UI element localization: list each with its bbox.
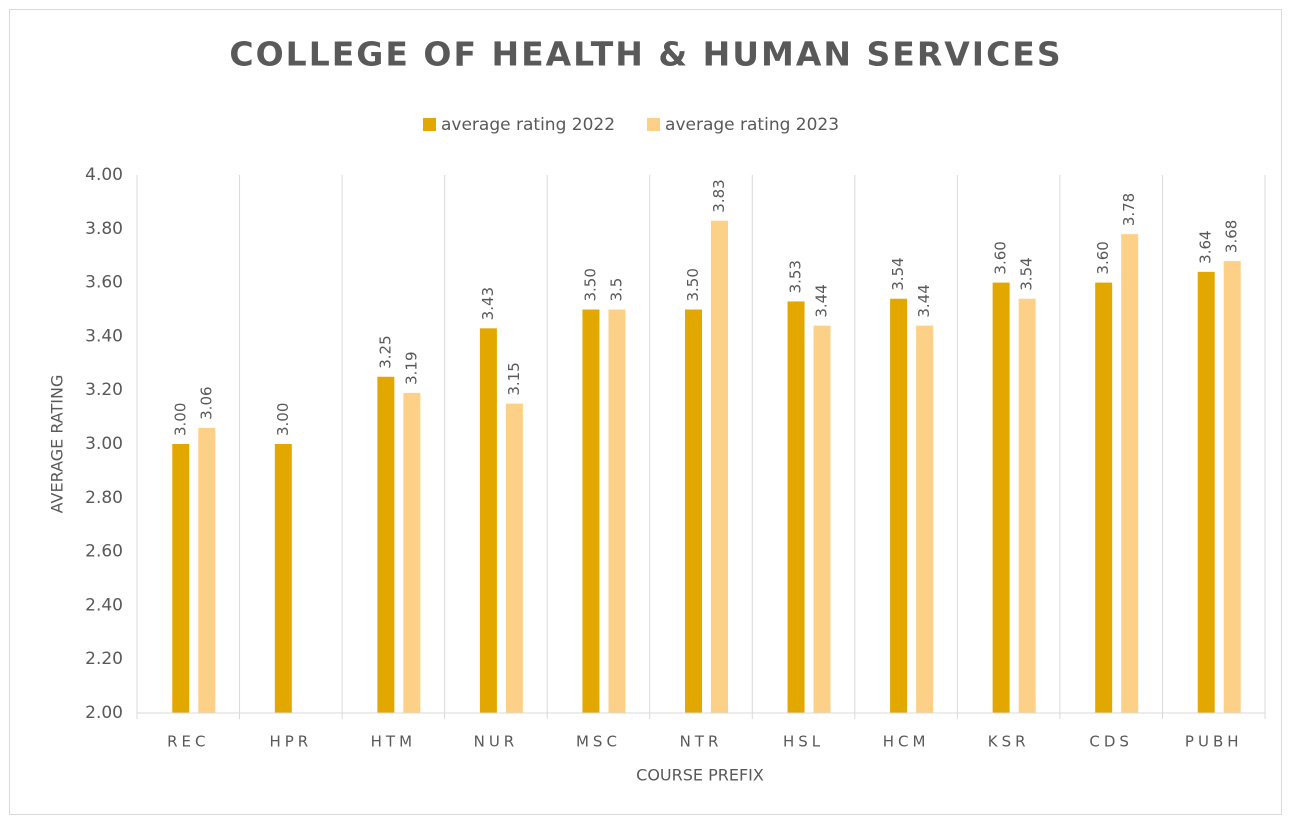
x-tick-label: CDS <box>1089 733 1133 751</box>
bar <box>608 309 626 713</box>
y-tick-label: 3.80 <box>85 219 123 239</box>
y-axis-title: AVERAGE RATING <box>48 375 67 514</box>
data-label: 3.25 <box>376 335 394 368</box>
x-tick-label: MSC <box>576 733 621 751</box>
data-label: 3.60 <box>1094 241 1112 274</box>
legend-label: average rating 2023 <box>665 115 839 135</box>
data-label: 3.64 <box>1197 230 1215 263</box>
y-tick-label: 4.00 <box>85 165 123 185</box>
data-label: 3.50 <box>581 268 599 301</box>
bar <box>198 427 216 713</box>
data-label: 3.60 <box>992 241 1010 274</box>
y-tick-label: 3.40 <box>85 326 123 346</box>
data-label: 3.15 <box>505 362 523 395</box>
chart-title: COLLEGE OF HEALTH & HUMAN SERVICES <box>229 35 1062 74</box>
legend-label: average rating 2022 <box>441 115 615 135</box>
data-label: 3.54 <box>1018 257 1036 290</box>
bar <box>505 403 523 713</box>
legend-swatch <box>423 118 436 131</box>
x-tick-label: HTM <box>371 733 416 751</box>
y-tick-label: 2.60 <box>85 542 123 562</box>
x-tick-label: KSR <box>988 733 1030 751</box>
bar <box>1223 261 1241 713</box>
bar <box>1018 298 1036 713</box>
bar <box>377 376 395 713</box>
x-axis-title: COURSE PREFIX <box>636 766 764 785</box>
data-label: 3.44 <box>813 284 831 317</box>
data-label: 3.00 <box>274 403 292 436</box>
bar <box>890 298 908 713</box>
x-tick-label: PUBH <box>1185 733 1243 751</box>
y-tick-label: 3.00 <box>85 434 123 454</box>
y-tick-label: 3.20 <box>85 380 123 400</box>
x-tick-label: NTR <box>680 733 723 751</box>
legend-swatch <box>647 118 661 131</box>
chart-border <box>9 9 1282 815</box>
data-label: 3.00 <box>171 403 189 436</box>
y-tick-label: 2.00 <box>85 703 123 723</box>
x-tick-label: NUR <box>474 733 519 751</box>
data-label: 3.78 <box>1120 193 1138 226</box>
bar <box>992 282 1010 713</box>
data-label: 3.43 <box>479 287 497 320</box>
bar <box>172 444 190 713</box>
bar <box>274 444 292 713</box>
bar <box>1197 271 1215 713</box>
y-tick-label: 2.80 <box>85 488 123 508</box>
bar <box>403 392 421 713</box>
x-tick-label: HPR <box>269 733 312 751</box>
data-label: 3.68 <box>1223 220 1241 253</box>
data-label: 3.19 <box>402 351 420 384</box>
y-tick-label: 3.60 <box>85 273 123 293</box>
data-label: 3.5 <box>607 278 625 302</box>
bar <box>787 301 805 713</box>
y-tick-label: 2.40 <box>85 595 123 615</box>
bar <box>916 325 934 713</box>
bar <box>479 328 497 713</box>
bar <box>813 325 831 713</box>
y-tick-label: 2.20 <box>85 649 123 669</box>
bar <box>711 220 728 714</box>
data-label: 3.83 <box>710 179 728 212</box>
bar <box>1095 282 1113 713</box>
x-tick-label: REC <box>167 733 209 751</box>
data-label: 3.53 <box>787 260 805 293</box>
data-label: 3.54 <box>889 257 907 290</box>
bar <box>1121 234 1139 713</box>
data-label: 3.06 <box>197 386 215 419</box>
bar <box>582 309 600 713</box>
x-tick-label: HCM <box>883 733 930 751</box>
bar <box>685 309 702 713</box>
x-tick-label: HSL <box>783 733 824 751</box>
data-label: 3.50 <box>684 268 702 301</box>
data-label: 3.44 <box>915 284 933 317</box>
